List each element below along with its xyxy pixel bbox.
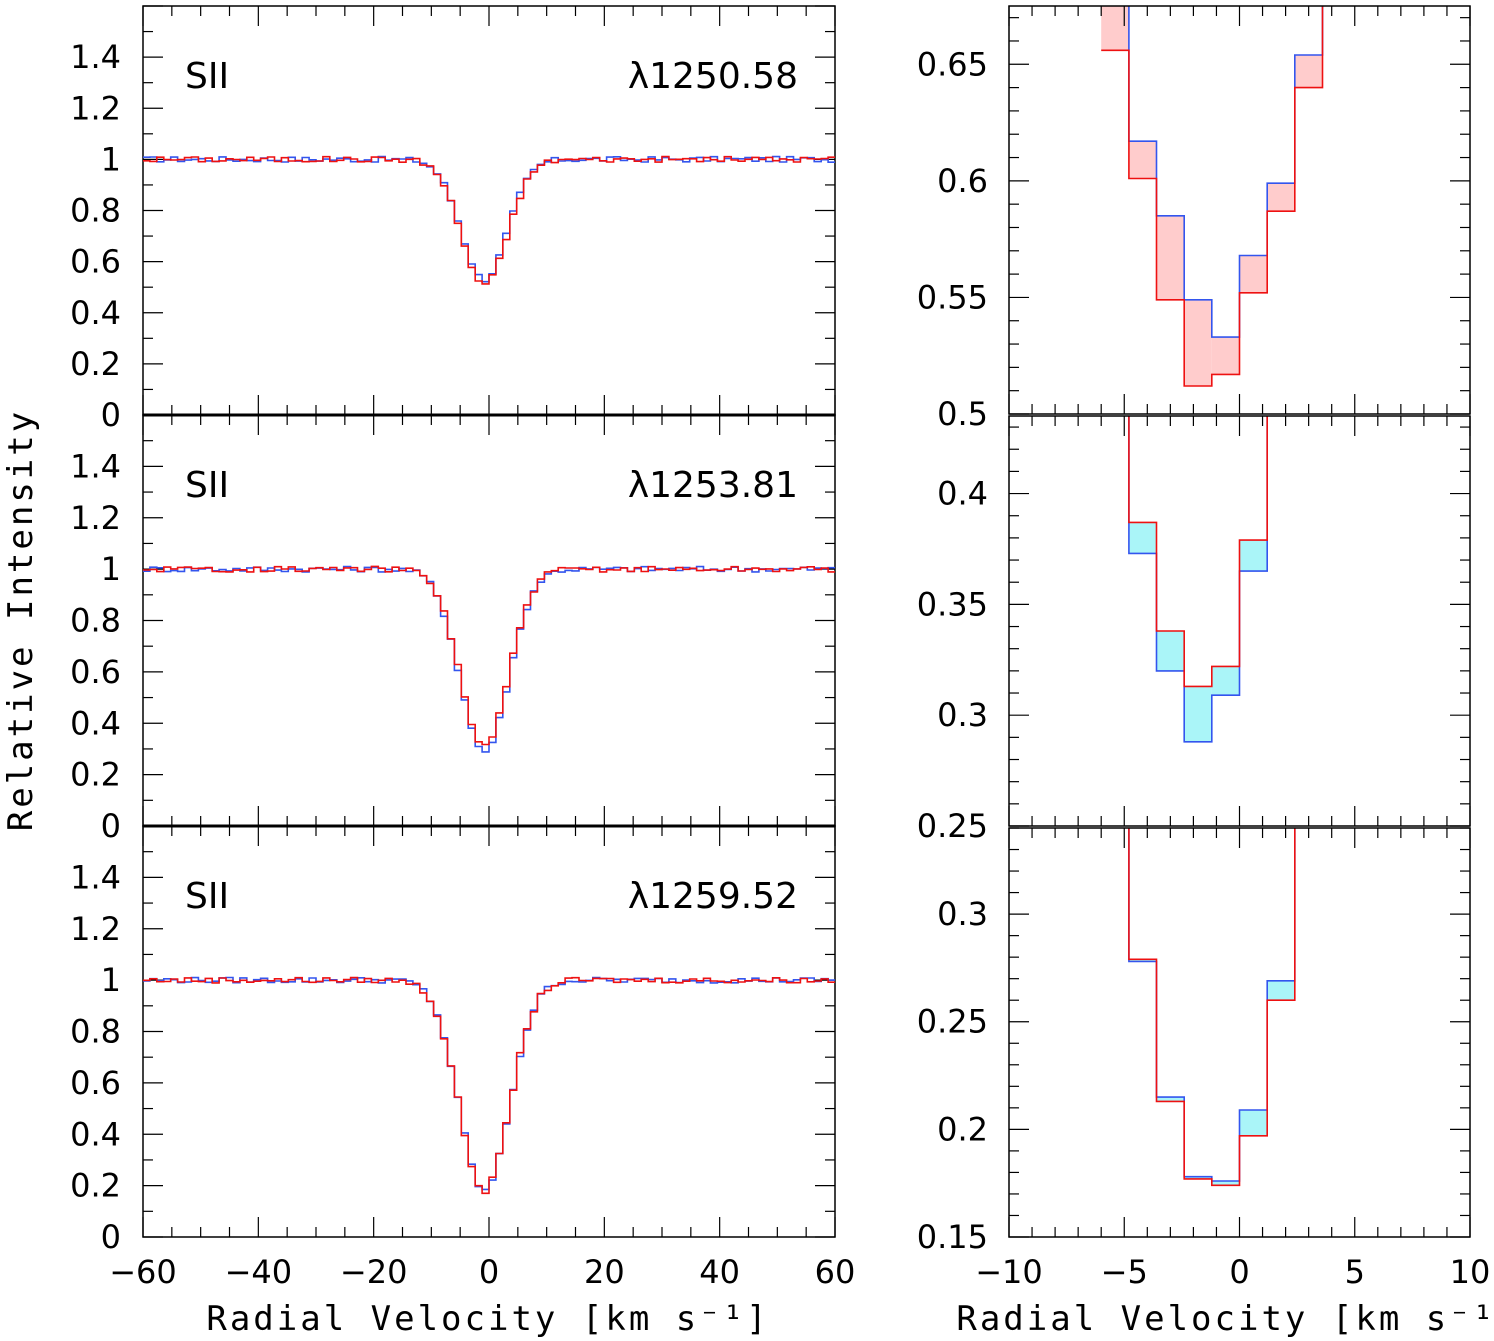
red-profile-line	[143, 155, 835, 285]
left-panel-2: 0 0.2 0.4 0.6 0.8 1 1.2 1.4 SII λ1253.81	[70, 414, 836, 845]
right-x-axis-title: Radial Velocity [km s⁻¹]	[956, 1299, 1494, 1339]
difference-fill	[1211, 1181, 1240, 1186]
difference-fill	[1211, 337, 1240, 375]
x-tick-label: −10	[975, 1253, 1043, 1291]
x-tick-label: −5	[1101, 1253, 1148, 1291]
wavelength-label: λ1259.52	[628, 876, 798, 917]
y-tick-label: 0.4	[937, 475, 988, 513]
difference-fill	[1156, 1097, 1185, 1102]
y-tick-label: 0.8	[70, 602, 121, 640]
y-tick-label: 0.6	[70, 653, 121, 691]
red-zoom-line	[1128, 416, 1268, 688]
y-tick-label: 0.65	[917, 45, 988, 83]
blue-profile-line	[143, 976, 835, 1191]
y-tick-label: 0.8	[70, 192, 121, 230]
y-tick-label: 0.6	[937, 162, 988, 200]
y-tick-label: 0	[101, 1218, 121, 1256]
y-tick-label: 0	[101, 396, 121, 434]
y-tick-label: 0	[101, 807, 121, 845]
left-x-axis-title: Radial Velocity [km s⁻¹]	[206, 1299, 769, 1339]
difference-fill	[1239, 255, 1268, 293]
y-tick-label: 0.5	[937, 395, 988, 433]
y-tick-label: 0.35	[917, 585, 988, 623]
blue-profile-line	[143, 565, 835, 753]
red-zoom-line	[1128, 828, 1296, 1187]
ion-label: SII	[185, 465, 229, 506]
right-panel-2: 0.25 0.3 0.35 0.4	[917, 415, 1471, 845]
y-tick-label: 1	[101, 140, 121, 178]
wavelength-label: λ1250.58	[628, 56, 798, 97]
x-tick-label: 0	[1229, 1253, 1249, 1291]
difference-fill	[1184, 299, 1212, 387]
red-profile-line	[143, 565, 835, 746]
y-tick-label: 0.55	[917, 278, 988, 316]
x-tick-label: −20	[340, 1253, 408, 1291]
x-tick-label: 0	[479, 1253, 499, 1291]
right-zoom-group: 0.50.550.60.650.250.30.350.40.150.20.250…	[917, 5, 1491, 1291]
y-tick-label: 1.2	[70, 499, 121, 537]
right-plot-area	[1128, 828, 1296, 1187]
x-tick-label: 20	[584, 1253, 625, 1291]
x-tick-label: 60	[815, 1253, 856, 1291]
y-tick-label: 0.25	[917, 1003, 988, 1041]
difference-fill	[1128, 522, 1157, 554]
y-tick-label: 0.8	[70, 1013, 121, 1051]
difference-fill	[1267, 980, 1295, 1001]
difference-fill	[1128, 141, 1157, 179]
y-tick-label: 0.2	[70, 1167, 121, 1205]
x-tick-label: 10	[1450, 1253, 1491, 1291]
y-tick-label: 1	[101, 550, 121, 588]
wavelength-label: λ1253.81	[628, 465, 798, 506]
difference-fill	[1156, 215, 1185, 300]
difference-fill	[1294, 54, 1323, 88]
y-tick-label: 0.4	[70, 294, 121, 332]
difference-fill	[1239, 540, 1268, 572]
y-tick-label: 0.3	[937, 696, 988, 734]
y-tick-label: 0.2	[70, 345, 121, 383]
right-panel-1: 0.5 0.55 0.6 0.65	[917, 5, 1471, 433]
red-profile-line	[143, 976, 835, 1195]
right-panel-3: 0.15 0.2 0.25 0.3	[917, 827, 1471, 1256]
difference-fill	[1239, 1109, 1268, 1136]
red-zoom-line	[1101, 6, 1324, 387]
x-tick-label: −40	[225, 1253, 293, 1291]
y-tick-label: 0.2	[70, 756, 121, 794]
y-tick-label: 0.4	[70, 1115, 121, 1153]
blue-zoom-line	[1128, 6, 1324, 338]
y-tick-label: 0.15	[917, 1218, 988, 1256]
ion-label: SII	[185, 56, 229, 97]
left-panel-3: 0 0.2 0.4 0.6 0.8 1 1.2 1.4 SII λ1259.52	[70, 825, 836, 1256]
x-tick-label: 5	[1345, 1253, 1365, 1291]
difference-fill	[1267, 183, 1295, 212]
y-tick-label: 0.6	[70, 243, 121, 281]
y-tick-label: 1.4	[70, 858, 121, 896]
y-tick-label: 0.4	[70, 704, 121, 742]
y-tick-label: 0.6	[70, 1064, 121, 1102]
difference-fill	[1184, 1176, 1212, 1179]
difference-fill	[1128, 959, 1157, 962]
y-tick-label: 1.4	[70, 447, 121, 485]
right-plot-area	[1101, 6, 1324, 387]
y-tick-label: 1.4	[70, 38, 121, 76]
difference-fill	[1184, 686, 1212, 742]
left-profiles-group: 0 0.2 0.4 0.6 0.8 1 1.2 1.4 SII λ1250.58 0 0.2 0.4 0.…	[70, 5, 856, 1291]
x-tick-label: −60	[109, 1253, 177, 1291]
y-tick-label: 1	[101, 961, 121, 999]
y-tick-label: 0.2	[937, 1110, 988, 1148]
y-axis-title: Relative Intensity	[1, 409, 41, 831]
ion-label: SII	[185, 876, 229, 917]
y-tick-label: 0.3	[937, 895, 988, 933]
difference-fill	[1156, 630, 1185, 671]
blue-profile-line	[143, 155, 835, 283]
left-panel-1: 0 0.2 0.4 0.6 0.8 1 1.2 1.4 SII λ1250.58	[70, 5, 836, 434]
difference-fill	[1211, 666, 1240, 696]
x-tick-label: 40	[699, 1253, 740, 1291]
right-plot-area	[1128, 416, 1268, 743]
y-tick-label: 1.2	[70, 89, 121, 127]
y-tick-label: 0.25	[917, 807, 988, 845]
y-tick-label: 1.2	[70, 910, 121, 948]
